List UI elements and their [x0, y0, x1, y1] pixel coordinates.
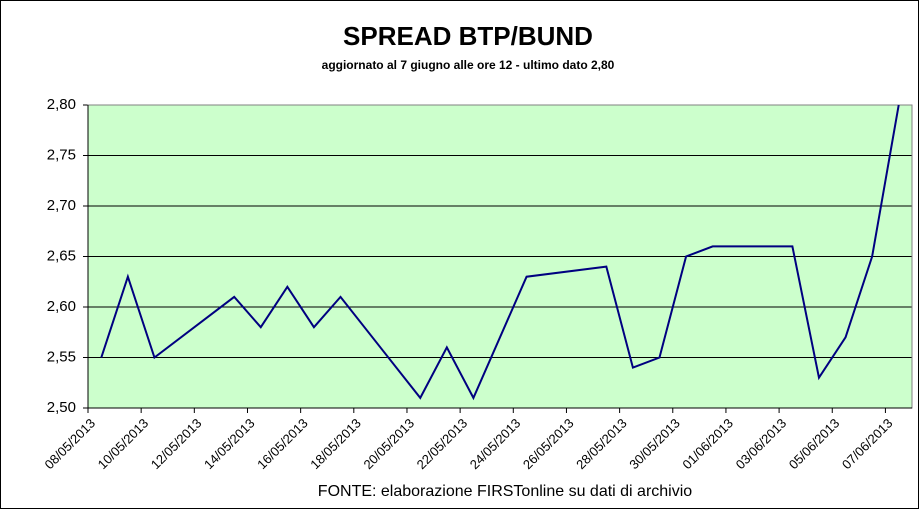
y-tick-label: 2,75 [47, 146, 76, 163]
y-tick-label: 2,65 [47, 247, 76, 264]
y-tick-label: 2,55 [47, 348, 76, 365]
y-tick-label: 2,60 [47, 298, 76, 315]
y-tick-label: 2,80 [47, 96, 76, 113]
chart-subtitle: aggiornato al 7 giugno alle ore 12 - ult… [322, 58, 615, 72]
y-tick-label: 2,70 [47, 197, 76, 214]
chart-title: SPREAD BTP/BUND [343, 21, 593, 51]
y-tick-label: 2,50 [47, 399, 76, 416]
data-line [100, 104, 900, 401]
source-note: FONTE: elaborazione FIRSTonline su dati … [318, 483, 692, 500]
